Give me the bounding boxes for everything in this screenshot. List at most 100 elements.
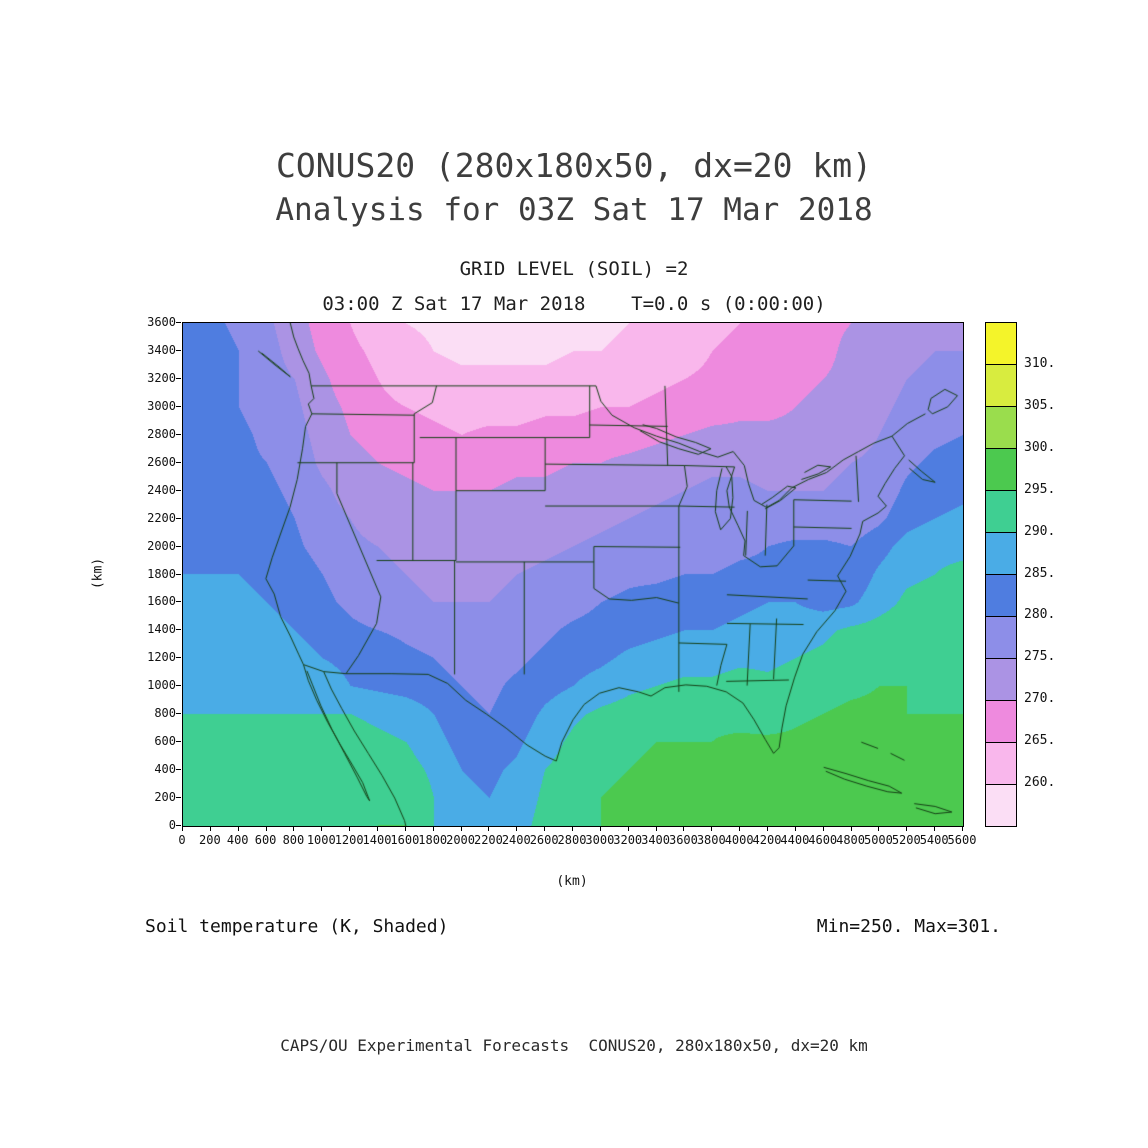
- x-tick-label: 5600: [947, 833, 977, 847]
- x-tick-label: 3000: [585, 833, 615, 847]
- x-tick-mark: [516, 826, 518, 831]
- colorbar-label: 310.: [1024, 355, 1056, 371]
- x-tick-mark: [850, 826, 852, 831]
- colorbar-cell: [986, 617, 1016, 659]
- x-tick-label: 3800: [696, 833, 726, 847]
- map-plot-frame: [182, 322, 964, 827]
- y-tick-mark: [176, 322, 181, 323]
- x-tick-mark: [377, 826, 378, 831]
- page-title: CONUS20 (280x180x50, dx=20 km): [275, 146, 873, 185]
- y-tick-label: 1200: [147, 650, 176, 665]
- x-tick-label: 800: [282, 833, 305, 847]
- colorbar-label: 270.: [1024, 691, 1056, 707]
- y-tick-label: 3600: [147, 315, 176, 329]
- x-tick-label: 2800: [557, 833, 587, 847]
- x-tick-mark: [934, 826, 936, 831]
- x-tick-mark: [432, 826, 434, 831]
- valid-time-label: 03:00 Z Sat 17 Mar 2018 T=0.0 s (0:00:00…: [322, 293, 826, 315]
- x-tick-label: 600: [254, 833, 277, 847]
- x-tick-mark: [627, 826, 629, 831]
- y-tick-label: 0: [168, 818, 176, 832]
- y-tick-label: 2600: [147, 454, 176, 469]
- colorbar-cell: [986, 743, 1016, 785]
- y-tick-mark: [176, 713, 181, 715]
- y-tick-mark: [176, 741, 181, 743]
- x-tick-mark: [265, 826, 267, 831]
- colorbar-label: 265.: [1024, 733, 1056, 749]
- colorbar-cell: [986, 785, 1016, 826]
- y-tick-mark: [176, 601, 181, 603]
- x-tick-mark: [321, 826, 323, 831]
- y-tick-mark: [176, 769, 181, 771]
- x-tick-mark: [404, 826, 406, 831]
- x-tick-mark: [962, 826, 963, 831]
- y-tick-mark: [176, 517, 181, 519]
- x-tick-label: 1400: [362, 833, 392, 847]
- y-tick-label: 3400: [147, 342, 176, 357]
- y-tick-mark: [176, 349, 181, 351]
- x-tick-mark: [237, 826, 239, 831]
- y-tick-label: 1600: [147, 594, 176, 609]
- x-tick-label: 5400: [919, 833, 949, 847]
- x-tick-label: 1200: [334, 833, 364, 847]
- x-tick-label: 4600: [808, 833, 838, 847]
- x-tick-label: 2200: [473, 833, 503, 847]
- colorbar-cell: [986, 491, 1016, 533]
- x-axis-unit-label: (km): [556, 874, 588, 889]
- y-tick-mark: [176, 489, 181, 491]
- x-tick-mark: [739, 826, 741, 831]
- x-tick-mark: [906, 826, 908, 831]
- y-tick-mark: [176, 545, 181, 547]
- y-tick-mark: [176, 629, 181, 631]
- soil-temperature-map-canvas: [183, 323, 963, 826]
- x-tick-mark: [599, 826, 601, 831]
- x-tick-mark: [182, 826, 183, 831]
- y-tick-label: 400: [154, 762, 176, 777]
- x-tick-mark: [711, 826, 713, 831]
- x-tick-mark: [209, 826, 211, 831]
- x-tick-mark: [878, 826, 880, 831]
- y-tick-label: 2400: [147, 482, 176, 497]
- y-tick-label: 200: [154, 790, 176, 805]
- x-tick-label: 4800: [836, 833, 866, 847]
- colorbar-cell: [986, 701, 1016, 743]
- grid-level-label: GRID LEVEL (SOIL) =2: [459, 258, 689, 280]
- x-tick-label: 400: [226, 833, 249, 847]
- y-tick-label: 1400: [147, 622, 176, 637]
- minmax-label: Min=250. Max=301.: [816, 916, 1001, 937]
- colorbar-label: 275.: [1024, 649, 1056, 665]
- x-tick-label: 2400: [501, 833, 531, 847]
- x-tick-label: 1600: [390, 833, 420, 847]
- colorbar-label: 300.: [1024, 439, 1056, 455]
- colorbar-label: 260.: [1024, 775, 1056, 791]
- x-tick-label: 1000: [306, 833, 336, 847]
- x-tick-label: 5000: [863, 833, 893, 847]
- x-tick-label: 3400: [641, 833, 671, 847]
- colorbar-cell: [986, 449, 1016, 491]
- x-tick-mark: [488, 826, 490, 831]
- colorbar-cell: [986, 323, 1016, 365]
- colorbar-cell: [986, 533, 1016, 575]
- y-tick-mark: [176, 657, 181, 659]
- colorbar-cell: [986, 575, 1016, 617]
- y-tick-label: 1800: [147, 566, 176, 581]
- colorbar-label: 305.: [1024, 397, 1056, 413]
- colorbar-cell: [986, 407, 1016, 449]
- y-tick-mark: [176, 797, 181, 799]
- x-tick-mark: [655, 826, 657, 831]
- x-tick-mark: [572, 826, 573, 831]
- x-tick-mark: [683, 826, 685, 831]
- colorbar-label: 295.: [1024, 481, 1056, 497]
- x-tick-mark: [794, 826, 796, 831]
- y-tick-label: 2200: [147, 510, 176, 525]
- x-tick-mark: [544, 826, 546, 831]
- x-tick-label: 0: [178, 833, 186, 847]
- x-tick-label: 2600: [529, 833, 559, 847]
- x-tick-label: 3600: [668, 833, 698, 847]
- x-tick-label: 2000: [446, 833, 476, 847]
- y-tick-label: 3200: [147, 370, 176, 385]
- x-tick-label: 200: [199, 833, 221, 847]
- y-tick-label: 2000: [147, 538, 176, 553]
- x-tick-label: 4400: [780, 833, 810, 847]
- y-tick-mark: [176, 685, 181, 687]
